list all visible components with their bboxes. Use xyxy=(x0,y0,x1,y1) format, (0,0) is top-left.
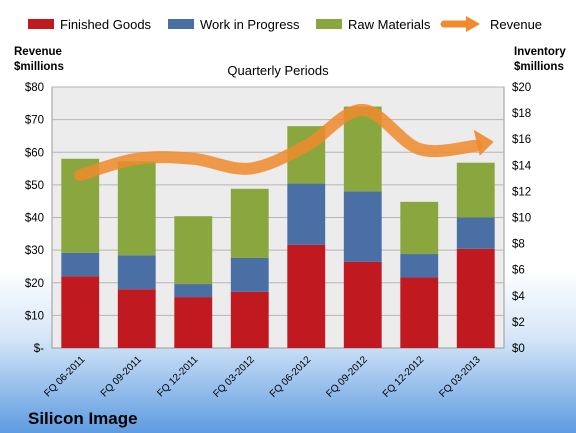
plot-area: $- $10 $20 $30 $40 $50 $60 $70 $80 $0 $2 $4 $6 $8 $10 $… xyxy=(25,82,532,400)
left-axis-title-line2: $millions xyxy=(14,61,64,73)
left-tick-label: $70 xyxy=(25,115,44,127)
bar-raw-materials xyxy=(230,188,269,258)
legend-label: Raw Materials xyxy=(348,17,431,32)
bar-work-in-progress xyxy=(287,183,326,245)
chart-subtitle: Quarterly Periods xyxy=(227,63,329,78)
left-tick-label: $30 xyxy=(25,245,44,257)
legend-swatch xyxy=(28,19,54,29)
right-tick-label: $20 xyxy=(512,82,531,94)
bar-finished-goods xyxy=(400,277,439,348)
revenue-arrowhead xyxy=(473,129,494,156)
bar-finished-goods xyxy=(230,291,269,348)
bar-work-in-progress xyxy=(230,257,269,292)
x-tick-label: FQ 12-2012 xyxy=(381,354,427,400)
right-axis-title-line1: Inventory xyxy=(514,46,566,58)
x-tick-label: FQ 09-2012 xyxy=(324,354,370,400)
right-tick-label: $2 xyxy=(512,317,525,329)
x-tick-label: FQ 09-2011 xyxy=(99,354,144,399)
right-axis-title-line2: $millions xyxy=(514,61,564,73)
legend-arrow-revenue xyxy=(466,16,480,32)
revenue-line xyxy=(74,103,482,182)
right-tick-label: $0 xyxy=(512,343,525,355)
legend-label: Revenue xyxy=(490,17,542,32)
right-tick-label: $10 xyxy=(512,213,531,225)
bar-work-in-progress xyxy=(117,255,156,290)
bar-raw-materials xyxy=(456,162,495,218)
left-tick-label: $60 xyxy=(25,147,44,159)
bar-raw-materials xyxy=(400,201,439,255)
legend: Finished Goods Work in Progress Raw Materi… xyxy=(28,16,542,32)
right-tick-label: $4 xyxy=(512,291,525,303)
bar-finished-goods xyxy=(343,261,382,348)
x-tick-label: FQ 03-2013 xyxy=(437,354,483,400)
bar-work-in-progress xyxy=(343,191,382,262)
left-tick-label: $10 xyxy=(25,310,44,322)
company-name: Silicon Image xyxy=(28,409,138,428)
right-tick-label: $6 xyxy=(512,265,525,277)
left-tick-label: $- xyxy=(34,343,44,355)
legend-label: Work in Progress xyxy=(200,17,300,32)
x-tick-label: FQ 12-2011 xyxy=(155,354,200,399)
left-axis-title-line1: Revenue xyxy=(14,46,62,58)
left-tick-label: $20 xyxy=(25,278,44,290)
right-tick-label: $16 xyxy=(512,134,531,146)
bar-finished-goods xyxy=(174,297,213,348)
bar-work-in-progress xyxy=(61,252,100,277)
bar-work-in-progress xyxy=(456,217,495,249)
left-tick-label: $80 xyxy=(25,82,44,94)
bar-work-in-progress xyxy=(400,254,439,278)
left-tick-label: $40 xyxy=(25,213,44,225)
left-tick-label: $50 xyxy=(25,180,44,192)
right-tick-label: $8 xyxy=(512,239,525,251)
legend-label: Finished Goods xyxy=(60,17,152,32)
bar-work-in-progress xyxy=(174,284,213,298)
legend-swatch xyxy=(168,19,194,29)
x-tick-label: FQ 03-2012 xyxy=(211,354,257,400)
bar-raw-materials xyxy=(174,216,213,285)
x-tick-label: FQ 06-2011 xyxy=(42,354,87,399)
right-tick-label: $14 xyxy=(512,160,532,172)
right-tick-label: $18 xyxy=(512,108,531,120)
bar-finished-goods xyxy=(61,276,100,348)
legend-swatch xyxy=(316,19,342,29)
bar-finished-goods xyxy=(456,248,495,348)
right-tick-label: $12 xyxy=(512,186,531,198)
bar-raw-materials xyxy=(117,161,156,256)
bar-finished-goods xyxy=(117,289,156,348)
bar-finished-goods xyxy=(287,244,326,348)
x-tick-label: FQ 06-2012 xyxy=(268,354,314,400)
